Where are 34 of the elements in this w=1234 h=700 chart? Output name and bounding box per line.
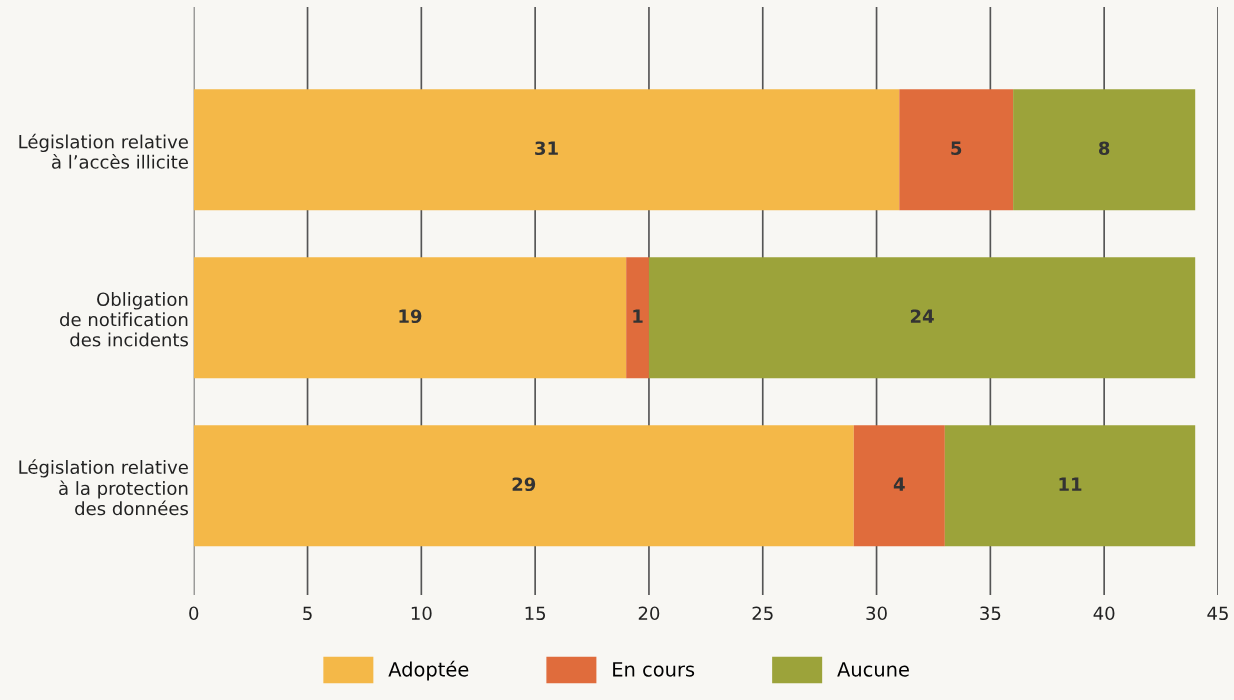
data-label: 19 — [399, 309, 422, 324]
data-label: 8 — [1098, 141, 1110, 156]
bar — [944, 425, 1196, 547]
x-tick-label: 40 — [1093, 606, 1115, 621]
y-tick-label: Législation relative à l’accès illicite — [19, 133, 188, 169]
data-label: 4 — [893, 477, 905, 491]
legend-label: Aucune — [837, 662, 909, 677]
data-label: 29 — [512, 477, 536, 492]
x-tick-label: 0 — [189, 606, 199, 621]
data-label: 1 — [633, 309, 643, 323]
data-label: 31 — [535, 141, 558, 156]
bar — [648, 257, 1196, 379]
bar — [193, 425, 854, 547]
x-tick-label: 45 — [1207, 606, 1228, 621]
legend-label: En cours — [613, 662, 695, 677]
x-tick-label: 5 — [303, 606, 312, 621]
bar — [193, 89, 900, 211]
x-tick-label: 20 — [638, 606, 660, 621]
bar — [626, 257, 649, 379]
data-label: 24 — [910, 309, 934, 323]
x-tick-label: 25 — [752, 606, 773, 621]
data-label: 5 — [951, 141, 962, 156]
x-tick-label: 10 — [411, 606, 432, 621]
y-tick-label: Législation relative à la protection des données — [19, 459, 188, 516]
bar — [899, 89, 1014, 211]
legend-label: Adoptée — [388, 660, 469, 681]
x-tick-label: 35 — [980, 606, 1001, 621]
data-label: 11 — [1059, 477, 1082, 491]
bar — [193, 257, 627, 379]
bar — [1013, 89, 1196, 211]
bar — [853, 425, 945, 547]
x-tick-label: 15 — [525, 606, 546, 621]
x-tick-label: 30 — [866, 606, 887, 621]
y-tick-label: Obligation de notification des incidents — [60, 292, 188, 347]
